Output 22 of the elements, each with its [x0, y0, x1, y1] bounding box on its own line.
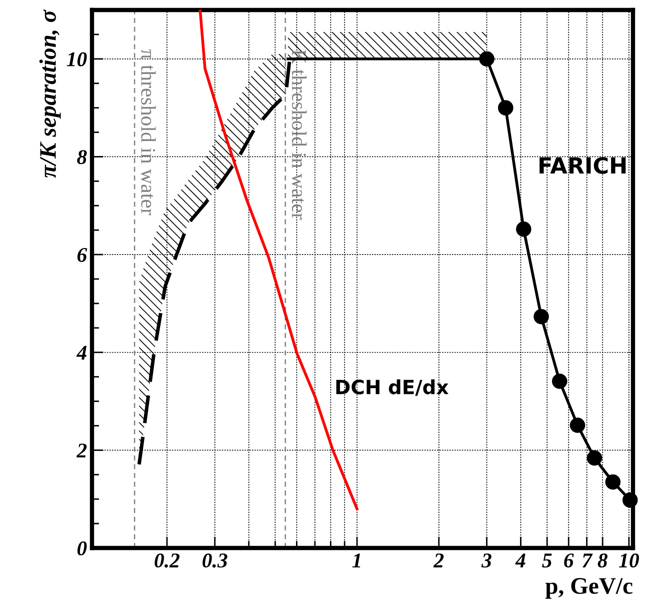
- x-tick-label: 0.2: [154, 553, 180, 568]
- x-axis-title: p, GeV/c: [545, 578, 632, 599]
- y-tick-label: 10: [66, 52, 87, 66]
- x-tick-label: 0.3: [202, 553, 228, 568]
- x-tick-label: 4: [515, 554, 526, 568]
- y-axis-title: π/K separation, σ: [39, 9, 61, 178]
- x-tick-label: 5: [542, 554, 552, 568]
- x-tick-label: 3: [481, 554, 492, 568]
- ref-line-label: π threshold in water: [141, 49, 156, 216]
- y-tick-label: 0: [77, 541, 87, 556]
- y-tick-label: 4: [76, 346, 87, 360]
- x-tick-label: 8: [598, 553, 608, 568]
- x-tick-label: 6: [564, 554, 574, 568]
- y-tick-label: 2: [76, 444, 87, 458]
- series-label: DCH dE/dx: [336, 379, 448, 396]
- y-tick-label: 8: [77, 150, 87, 164]
- x-tick-label: 2: [433, 554, 444, 568]
- x-tick-label: 7: [582, 554, 593, 568]
- series-label: FARICH: [540, 157, 626, 174]
- x-tick-label: 1: [352, 554, 360, 568]
- x-tick-label: 10: [619, 553, 639, 568]
- y-tick-label: 6: [77, 248, 88, 262]
